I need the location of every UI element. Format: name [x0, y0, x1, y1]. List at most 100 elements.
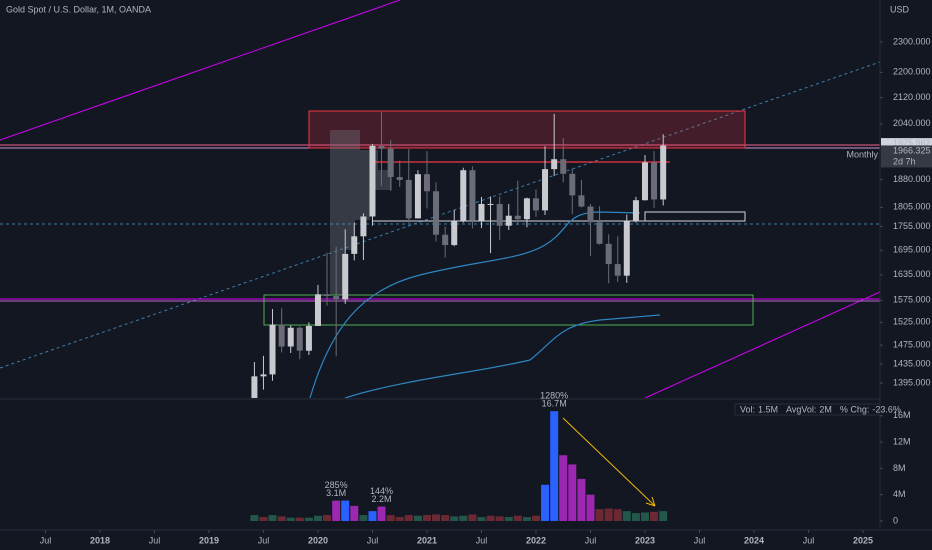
price-label: 1975.962 [893, 138, 931, 148]
candle-body [560, 159, 567, 174]
candle-body [269, 324, 276, 375]
volume-legend-box [734, 403, 881, 416]
candle-body [478, 203, 485, 221]
candle-body [523, 198, 530, 220]
candle-body [460, 170, 467, 222]
y-tick-label: 2200.000 [893, 67, 931, 77]
x-tick-label: 2019 [199, 535, 219, 545]
volume-bar [568, 464, 577, 521]
volume-bar [504, 517, 513, 521]
volume-change-label: 1280% [540, 391, 568, 401]
candle-body [623, 221, 630, 276]
volume-legend-value: -23.6% [872, 404, 901, 414]
volume-bar [495, 516, 504, 521]
volume-bar [604, 508, 613, 521]
volume-bar [586, 494, 595, 521]
volume-bar [468, 514, 477, 521]
y-tick-label: 1880.000 [893, 174, 931, 184]
candle-body [405, 179, 412, 219]
volume-change-label: 285% [325, 480, 348, 490]
moving-average [344, 314, 661, 398]
volume-bar [613, 509, 622, 521]
volume-tick-label: 0 [893, 515, 898, 525]
channel-line [0, 61, 880, 369]
volume-bar [250, 515, 259, 521]
candle-body [360, 216, 367, 237]
volume-bar [404, 515, 413, 521]
price-label-box [881, 138, 932, 150]
volume-bar [450, 516, 459, 521]
x-tick-label: 2022 [526, 535, 546, 545]
x-tick-label: 2024 [744, 535, 764, 545]
volume-bar [631, 513, 640, 521]
volume-profile [330, 130, 392, 295]
candle-body [451, 221, 458, 246]
volume-bar [650, 511, 659, 521]
candle-body [387, 148, 394, 178]
demand-zone [263, 294, 754, 326]
volume-bar [377, 506, 386, 521]
countdown: 2d 7h [893, 156, 916, 166]
candle-body [532, 198, 539, 211]
x-tick-label: Jul [149, 535, 161, 545]
candle-body [514, 215, 521, 220]
y-tick-label: 1755.000 [893, 221, 931, 231]
candle-body [596, 222, 603, 244]
candle-body [296, 327, 303, 351]
volume-bar [541, 484, 550, 521]
volume-bar [350, 505, 359, 521]
moving-average [309, 211, 641, 398]
volume-bar [432, 514, 441, 521]
volume-bar [577, 478, 586, 521]
candle-body [333, 296, 340, 300]
y-tick-label: 1635.000 [893, 269, 931, 279]
y-tick-label: 2040.000 [893, 118, 931, 128]
volume-legend-value: 2M [819, 404, 832, 414]
arrow-line [562, 417, 656, 507]
volume-bar [368, 511, 377, 521]
chart-title: Gold Spot / U.S. Dollar, 1M, OANDA [6, 4, 151, 14]
candle-body [324, 294, 331, 297]
candle-body [342, 253, 349, 300]
y-tick-label: 1435.000 [893, 358, 931, 368]
x-tick-label: Jul [476, 535, 488, 545]
volume-bar [486, 515, 495, 521]
x-tick-label: Jul [258, 535, 270, 545]
candle-body [378, 145, 385, 149]
candle-body [651, 162, 658, 200]
x-tick-label: 2021 [417, 535, 437, 545]
candle-body [305, 325, 312, 351]
y-tick-label: 1575.000 [893, 295, 931, 305]
volume-bar [595, 509, 604, 521]
y-tick-label: 2300.000 [893, 36, 931, 46]
volume-bar [422, 515, 431, 521]
candle-body [369, 145, 376, 217]
volume-bar [277, 516, 286, 521]
volume-bar [341, 500, 350, 521]
drawings [0, 0, 880, 398]
candle-body [578, 195, 585, 207]
candle-body [569, 173, 576, 196]
price-label-box [881, 145, 932, 157]
candle-body [614, 264, 621, 276]
volume-bar [359, 515, 368, 521]
volume-tick-label: 4M [893, 489, 906, 499]
x-tick-label: 2020 [308, 535, 328, 545]
x-tick-label: Jul [803, 535, 815, 545]
candle-body [632, 200, 639, 222]
volume-bar [522, 517, 531, 521]
volume-legend-value: 1.5M [758, 404, 778, 414]
volume-bar [477, 517, 486, 521]
y-tick-label: 1805.000 [893, 202, 931, 212]
volume-legend-label: Vol: [740, 404, 755, 414]
candle-body [433, 191, 440, 235]
candle-body [314, 294, 321, 326]
box [644, 211, 746, 222]
volume-bar [323, 515, 332, 521]
volume-legend-label: % Chg: [840, 404, 870, 414]
candle-body [551, 159, 558, 170]
x-tick-label: 2018 [90, 535, 110, 545]
volume-bar [441, 515, 450, 521]
volume-bar [259, 517, 268, 521]
